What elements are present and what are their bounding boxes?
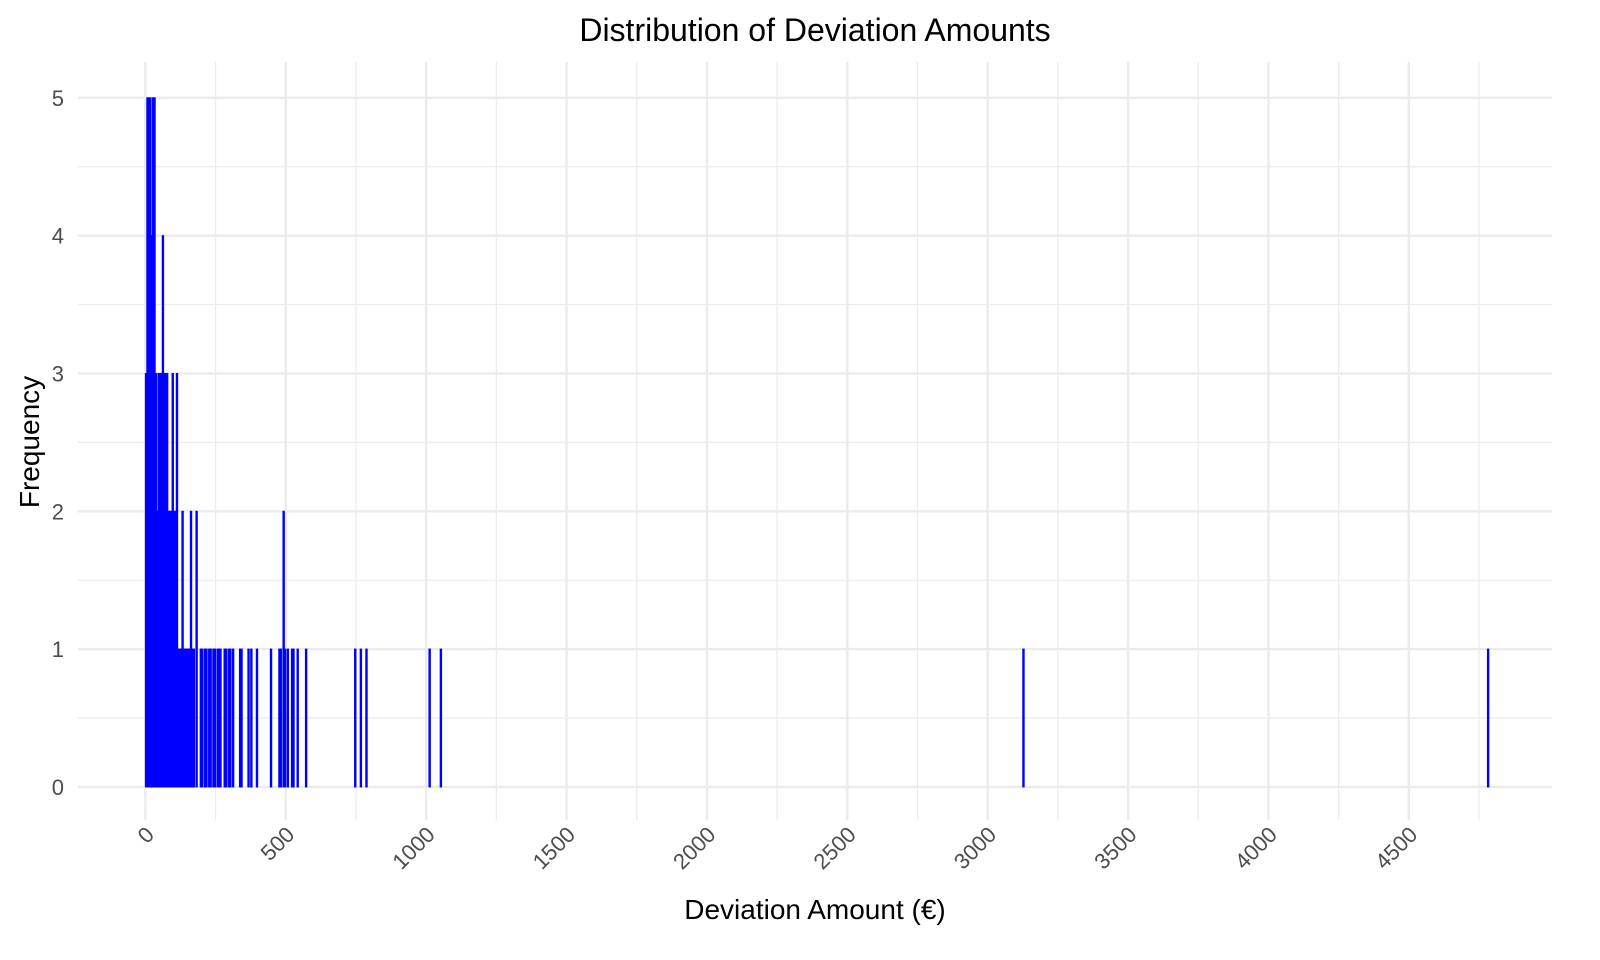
histogram-bar bbox=[247, 648, 250, 788]
histogram-bar bbox=[292, 648, 295, 788]
histogram-bar bbox=[1022, 648, 1025, 788]
histogram-bar bbox=[213, 648, 217, 788]
histogram-bar bbox=[283, 648, 287, 788]
y-tick-label: 2 bbox=[52, 499, 64, 524]
bars bbox=[144, 97, 1490, 788]
histogram-bar bbox=[205, 648, 208, 788]
x-tick-label: 0 bbox=[133, 822, 159, 848]
histogram-bar bbox=[229, 648, 232, 788]
histogram-bar bbox=[219, 648, 222, 788]
histogram-bar bbox=[250, 648, 253, 788]
histogram-bar bbox=[209, 648, 212, 788]
histogram-bar bbox=[175, 372, 179, 788]
histogram-bar bbox=[224, 648, 228, 788]
histogram-bar bbox=[439, 648, 443, 788]
histogram-bar bbox=[240, 648, 243, 788]
y-tick-label: 5 bbox=[52, 86, 64, 111]
histogram-bar bbox=[365, 648, 368, 788]
x-axis-title: Deviation Amount (€) bbox=[684, 894, 945, 925]
histogram-bar bbox=[279, 648, 283, 788]
x-tick-label: 1500 bbox=[528, 822, 580, 874]
histogram-bar bbox=[269, 648, 273, 788]
histogram-bar bbox=[359, 648, 363, 788]
x-tick-label: 2000 bbox=[668, 822, 720, 874]
chart-title: Distribution of Deviation Amounts bbox=[579, 12, 1050, 48]
histogram-bar bbox=[192, 648, 196, 788]
x-tick-label: 2500 bbox=[809, 822, 861, 874]
histogram-bar bbox=[255, 648, 259, 788]
histogram-bar bbox=[201, 648, 204, 788]
y-tick-label: 3 bbox=[52, 361, 64, 386]
x-tick-label: 3000 bbox=[949, 822, 1001, 874]
histogram-bar bbox=[286, 648, 290, 788]
y-tick-labels: 0 1 2 3 4 5 bbox=[52, 86, 64, 800]
histogram-bar bbox=[195, 510, 198, 788]
x-tick-label: 500 bbox=[256, 822, 300, 866]
x-tick-label: 3500 bbox=[1089, 822, 1141, 874]
x-tick-label: 4500 bbox=[1370, 822, 1422, 874]
histogram-bar bbox=[354, 648, 357, 788]
grid bbox=[78, 62, 1552, 820]
histogram-bar bbox=[428, 648, 431, 788]
y-tick-label: 1 bbox=[52, 637, 64, 662]
y-tick-label: 0 bbox=[52, 775, 64, 800]
histogram-bar bbox=[1486, 648, 1490, 788]
x-tick-labels: 0 500 1000 1500 2000 2500 3000 3500 4000 4500 bbox=[133, 822, 1423, 874]
x-tick-label: 1000 bbox=[387, 822, 439, 874]
histogram-bar bbox=[296, 648, 299, 788]
histogram-bar bbox=[231, 648, 235, 788]
x-tick-label: 4000 bbox=[1230, 822, 1282, 874]
y-tick-label: 4 bbox=[52, 224, 64, 249]
histogram-bar bbox=[304, 648, 308, 788]
y-axis-title: Frequency bbox=[14, 376, 45, 508]
